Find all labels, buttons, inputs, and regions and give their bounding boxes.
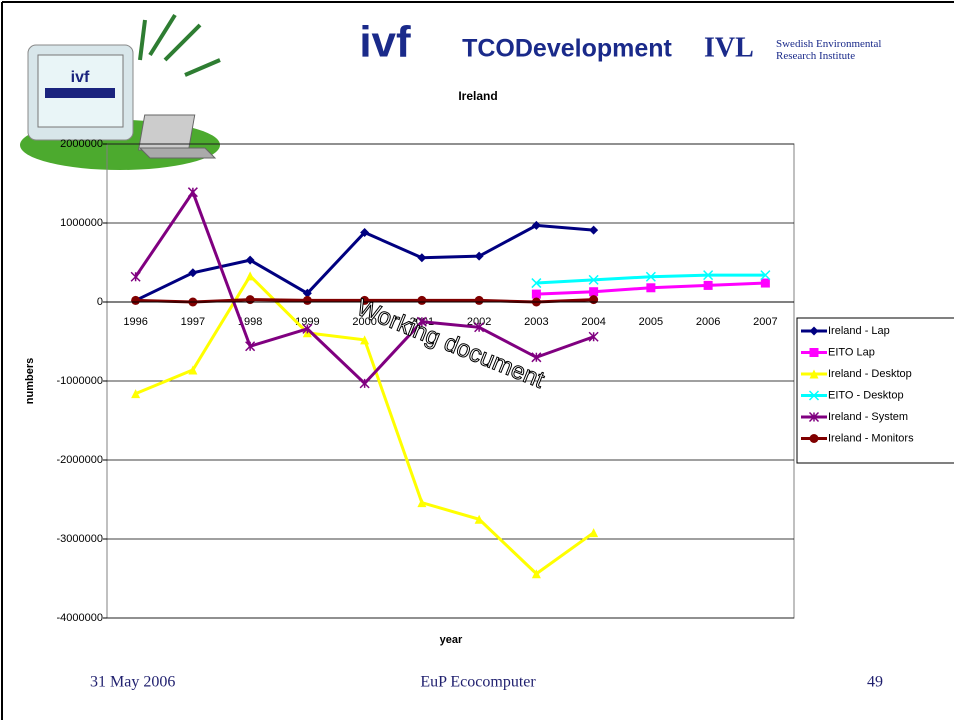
marker [417, 295, 427, 305]
logo-tco: TCODevelopment [462, 35, 672, 63]
marker [131, 295, 141, 305]
x-tick-label: 2005 [639, 316, 663, 328]
legend-label: Ireland - Desktop [828, 368, 912, 380]
marker [809, 434, 819, 443]
x-tick-label: 2006 [696, 316, 720, 328]
marker [531, 352, 542, 363]
x-tick-label: 2000 [352, 316, 376, 328]
marker [531, 220, 541, 230]
marker [531, 569, 541, 579]
marker [187, 187, 198, 198]
marker [245, 271, 255, 281]
marker [417, 253, 427, 263]
marker [245, 255, 255, 265]
series-line [134, 188, 595, 386]
y-tick-label: -3000000 [57, 533, 104, 545]
marker [808, 411, 820, 423]
x-tick-label: 2007 [753, 316, 777, 328]
marker [360, 227, 370, 237]
marker [188, 268, 198, 278]
chart-title: Ireland [458, 89, 497, 103]
marker [474, 251, 484, 261]
marker [646, 283, 656, 293]
footer-date: 31 May 2006 [90, 674, 175, 691]
footer-title: EuP Ecocomputer [420, 674, 536, 691]
marker [809, 369, 819, 379]
marker [474, 322, 485, 333]
legend-label: EITO - Desktop [828, 389, 904, 401]
marker [416, 316, 427, 327]
svg-text:ivf: ivf [71, 69, 90, 86]
marker [809, 348, 819, 357]
marker [809, 326, 819, 336]
marker [760, 278, 770, 288]
y-tick-label: -4000000 [57, 612, 104, 624]
marker [417, 498, 427, 508]
legend-label: EITO Lap [828, 346, 875, 358]
marker [703, 270, 714, 281]
legend-label: Ireland - Monitors [828, 432, 914, 444]
marker [588, 331, 599, 342]
watermark: Working document [353, 294, 549, 394]
logo-ivl-name-box: Swedish Environmental Research Institute [776, 38, 882, 62]
marker [589, 295, 599, 305]
legend-label: Ireland - Lap [828, 325, 890, 337]
y-axis-label: numbers [24, 358, 36, 404]
marker [589, 225, 599, 235]
marker [245, 295, 255, 305]
y-tick-label: 1000000 [60, 217, 103, 229]
legend: Ireland - Lap EITO Lap Ireland - Desktop EI… [796, 317, 954, 464]
marker [360, 295, 370, 305]
marker [360, 335, 370, 345]
x-tick-label: 2003 [524, 316, 548, 328]
y-tick-label: 0 [97, 296, 103, 308]
marker [302, 323, 313, 334]
logo-ivl-name: Swedish Environmental Research Institute [776, 38, 882, 62]
marker [531, 278, 542, 289]
clip-art: ivf [20, 13, 221, 170]
legend-label: Ireland - System [828, 411, 908, 423]
marker [760, 270, 771, 281]
marker [245, 341, 256, 352]
x-tick-label: 1998 [238, 316, 262, 328]
marker [589, 287, 599, 297]
marker [474, 295, 484, 305]
y-tick-label: -1000000 [57, 375, 104, 387]
x-tick-label: 1996 [123, 316, 147, 328]
marker [302, 295, 312, 305]
logo-ivf: ivf [359, 18, 411, 67]
marker [645, 271, 656, 282]
marker [188, 365, 198, 375]
x-axis-label: year [440, 634, 463, 646]
marker [588, 274, 599, 285]
marker [130, 271, 141, 282]
footer-page: 49 [867, 674, 883, 691]
marker [474, 514, 484, 524]
marker [302, 288, 312, 298]
marker [359, 378, 370, 389]
x-tick-label: 1997 [181, 316, 205, 328]
marker [131, 389, 141, 399]
x-tick-label: 2004 [581, 316, 605, 328]
x-tick-label: 2002 [467, 316, 491, 328]
logo-ivl: IVL [704, 32, 754, 63]
marker [703, 280, 713, 290]
y-tick-label: -2000000 [57, 454, 104, 466]
marker [589, 528, 599, 538]
marker [531, 289, 541, 299]
marker [808, 390, 820, 401]
y-tick-label: 2000000 [60, 138, 103, 150]
